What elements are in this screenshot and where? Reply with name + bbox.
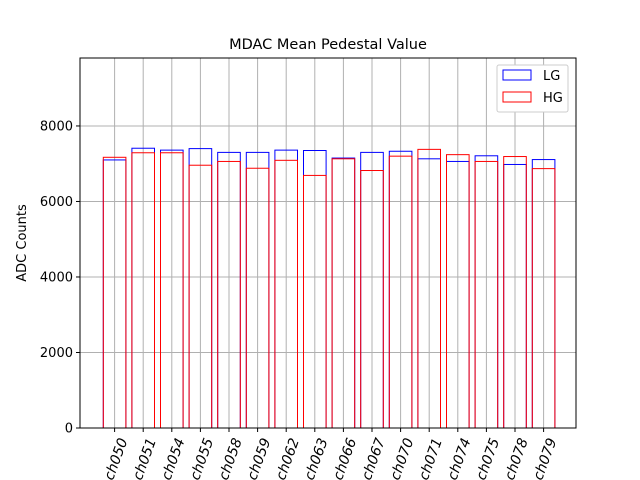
- chart-title: MDAC Mean Pedestal Value: [229, 37, 427, 53]
- legend: LG HG: [496, 64, 569, 113]
- legend-label-hg: HG: [543, 91, 563, 106]
- legend-swatch-hg: [502, 91, 532, 103]
- legend-swatch-lg: [502, 69, 532, 81]
- plot-frame: [79, 57, 577, 429]
- grid: [80, 58, 576, 429]
- y-tick-label: 4000: [40, 270, 73, 285]
- y-tick-label: 8000: [40, 119, 73, 134]
- legend-label-lg: LG: [543, 69, 560, 84]
- y-tick-label: 0: [65, 422, 73, 437]
- y-tick-label: 2000: [40, 346, 73, 361]
- y-axis-label: ADC Counts: [15, 204, 30, 282]
- y-tick-label: 6000: [40, 195, 73, 210]
